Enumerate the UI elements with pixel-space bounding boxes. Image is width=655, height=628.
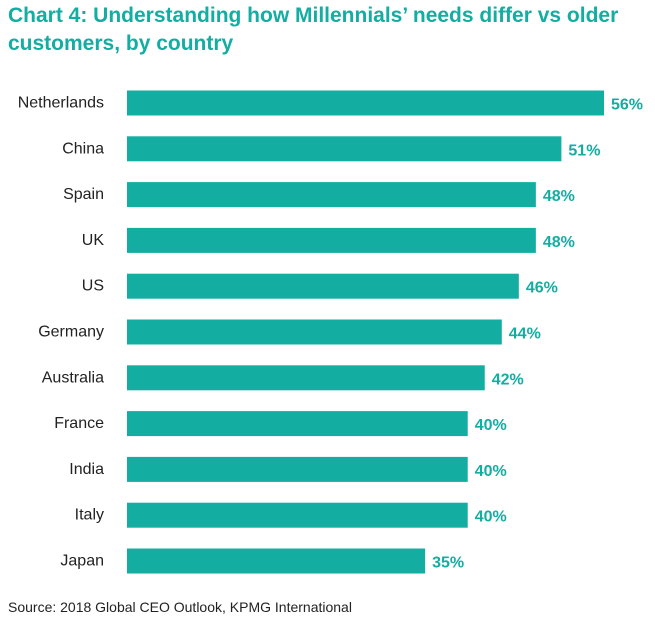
bar-us bbox=[127, 273, 519, 299]
bar-uk bbox=[127, 227, 536, 253]
value-label-germany: 44% bbox=[509, 326, 541, 343]
source-note: Source: 2018 Global CEO Outlook, KPMG In… bbox=[8, 599, 352, 615]
bar-italy bbox=[127, 502, 468, 528]
chart-title: Chart 4: Understanding how Millennials’ … bbox=[8, 4, 619, 55]
category-label-uk: UK bbox=[82, 232, 105, 249]
category-label-japan: Japan bbox=[60, 553, 104, 570]
value-label-australia: 42% bbox=[492, 371, 524, 388]
category-label-australia: Australia bbox=[42, 369, 104, 386]
bar-india bbox=[127, 456, 468, 482]
category-label-germany: Germany bbox=[38, 324, 104, 341]
bar-australia bbox=[127, 365, 485, 391]
value-label-italy: 40% bbox=[475, 509, 507, 526]
category-label-italy: Italy bbox=[75, 507, 104, 524]
value-label-china: 51% bbox=[568, 142, 600, 159]
value-label-us: 46% bbox=[526, 280, 558, 297]
bar-netherlands bbox=[127, 90, 604, 116]
bar-china bbox=[127, 136, 562, 162]
value-label-india: 40% bbox=[475, 463, 507, 480]
category-label-china: China bbox=[62, 140, 104, 157]
bar-france bbox=[127, 411, 468, 437]
value-label-france: 40% bbox=[475, 417, 507, 434]
bar-japan bbox=[127, 548, 426, 574]
category-label-france: France bbox=[54, 415, 104, 432]
value-label-spain: 48% bbox=[543, 188, 575, 205]
category-label-spain: Spain bbox=[63, 186, 104, 203]
value-label-uk: 48% bbox=[543, 234, 575, 251]
category-label-us: US bbox=[82, 278, 104, 295]
value-label-japan: 35% bbox=[432, 555, 464, 572]
category-label-netherlands: Netherlands bbox=[18, 95, 104, 112]
bar-germany bbox=[127, 319, 502, 345]
category-label-india: India bbox=[69, 461, 104, 478]
value-label-netherlands: 56% bbox=[611, 97, 643, 114]
bar-spain bbox=[127, 182, 536, 208]
